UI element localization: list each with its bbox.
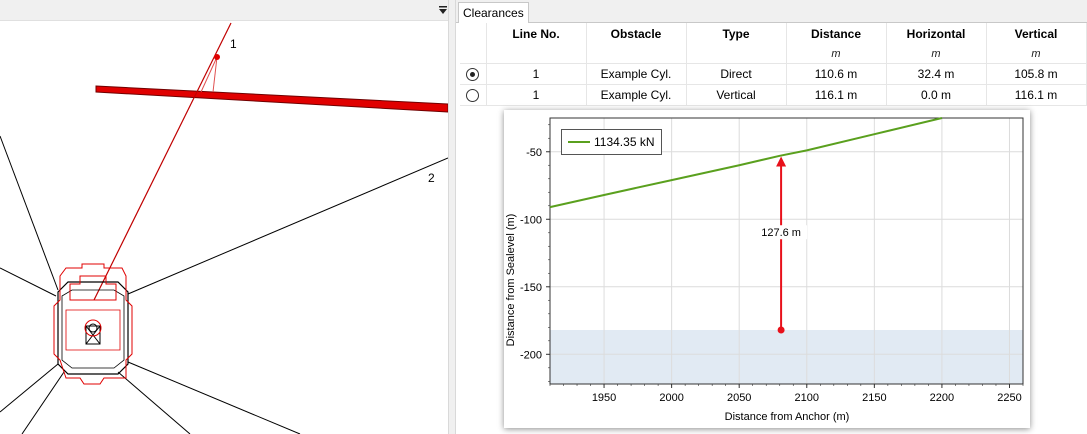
mooring-line (0, 267, 57, 297)
table-units-row: m m m (460, 45, 1087, 64)
row-select-cell (460, 63, 487, 85)
vessel-deck-red (65, 309, 121, 351)
mooring-line (21, 371, 65, 434)
table-cell: Vertical (686, 84, 787, 106)
vessel-deck-red (69, 275, 117, 301)
chart-y-axis-label: Distance from Sealevel (m) (505, 213, 517, 347)
plan-view-pane[interactable]: 1 2 (0, 0, 448, 434)
line-label-2: 2 (428, 171, 435, 185)
clearance-chart: 1950 2000 2050 2100 2150 2200 2250 -50 -100 -150 -… (520, 117, 1024, 404)
y-tick-label: -200 (520, 349, 542, 361)
mooring-line-1[interactable] (93, 22, 232, 301)
plan-view-toolbar (0, 0, 448, 21)
legend-swatch (568, 141, 590, 143)
table-cell: 32.4 m (886, 63, 987, 85)
unit-cell: m (786, 45, 887, 64)
row-select-cell (460, 84, 487, 106)
x-tick-label: 2250 (997, 392, 1021, 404)
vessel-outline[interactable] (57, 281, 129, 375)
row-select-radio[interactable] (466, 89, 480, 103)
y-tick-label: -50 (526, 147, 542, 159)
clearances-table: Line No. Obstacle Type Distance Horizont… (460, 23, 1087, 106)
clearance-chart-popup: 1950 2000 2050 2100 2150 2200 2250 -50 -100 -150 -… (504, 110, 1030, 428)
x-tick-label: 2050 (727, 392, 751, 404)
x-tick-label: 2200 (930, 392, 954, 404)
unit-cell: m (886, 45, 987, 64)
turret-cross (85, 325, 101, 345)
column-header[interactable]: Type (686, 23, 787, 45)
unit-cell (686, 45, 787, 64)
x-tick-label: 2150 (862, 392, 886, 404)
table-cell: 110.6 m (786, 63, 887, 85)
table-cell: 116.1 m (786, 84, 887, 106)
turret-circle (88, 323, 98, 333)
mooring-line (0, 135, 59, 291)
clearance-line (200, 56, 218, 93)
turret-box (85, 325, 101, 345)
unit-cell (586, 45, 687, 64)
row-select-radio[interactable] (466, 68, 480, 82)
table-cell: Direct (686, 63, 787, 85)
pane-splitter[interactable] (448, 0, 456, 434)
header-select (460, 23, 487, 45)
turret-circle (84, 319, 102, 337)
mooring-line (127, 361, 301, 434)
clearance-point (777, 326, 785, 334)
legend-label: 1134.35 kN (594, 135, 655, 149)
unit-cell: m (986, 45, 1087, 64)
table-row[interactable]: 1 Example Cyl. Direct 110.6 m 32.4 m 105… (460, 63, 1087, 85)
tab-clearances[interactable]: Clearances (458, 2, 529, 23)
mooring-line (117, 371, 191, 434)
chart-x-axis-label: Distance from Anchor (m) (724, 411, 850, 423)
clearance-arrow-head (776, 156, 787, 167)
column-header[interactable]: Vertical (986, 23, 1087, 45)
table-cell: Example Cyl. (586, 84, 687, 106)
unit-cell (486, 45, 587, 64)
table-row[interactable]: 1 Example Cyl. Vertical 116.1 m 0.0 m 11… (460, 84, 1087, 106)
plan-view-canvas[interactable]: 1 2 (0, 0, 448, 434)
x-tick-label: 2000 (659, 392, 683, 404)
vessel-hull (61, 289, 125, 369)
column-header[interactable]: Distance (786, 23, 887, 45)
unit-cell (460, 45, 487, 64)
y-tick-label: -100 (520, 214, 542, 226)
table-cell: Example Cyl. (586, 63, 687, 85)
plot-frame (549, 117, 1024, 385)
column-header[interactable]: Obstacle (586, 23, 687, 45)
series-line (549, 117, 943, 209)
clearance-label: 127.6 m (761, 227, 801, 239)
clearance-point (214, 54, 220, 60)
tab-strip: Clearances (456, 0, 1087, 23)
mooring-line (127, 157, 448, 295)
table-cell: 1 (486, 63, 587, 85)
dropdown-arrow-icon[interactable] (436, 3, 448, 17)
line-label-1: 1 (230, 37, 237, 51)
clearance-line (212, 56, 218, 93)
x-tick-label: 1950 (592, 392, 616, 404)
seabed-band (550, 329, 1023, 384)
obstacle-cylinder[interactable] (95, 85, 448, 113)
table-cell: 116.1 m (986, 84, 1087, 106)
table-cell: 105.8 m (986, 63, 1087, 85)
table-cell: 1 (486, 84, 587, 106)
clearance-label-bg (755, 225, 808, 240)
chart-legend: 1134.35 kN (561, 129, 662, 155)
column-header[interactable]: Line No. (486, 23, 587, 45)
mooring-line (0, 363, 59, 413)
column-header[interactable]: Horizontal (886, 23, 987, 45)
vessel-outline-red (53, 263, 133, 385)
table-header-row: Line No. Obstacle Type Distance Horizont… (460, 23, 1087, 45)
y-tick-label: -150 (520, 282, 542, 294)
table-cell: 0.0 m (886, 84, 987, 106)
x-tick-label: 2100 (795, 392, 819, 404)
